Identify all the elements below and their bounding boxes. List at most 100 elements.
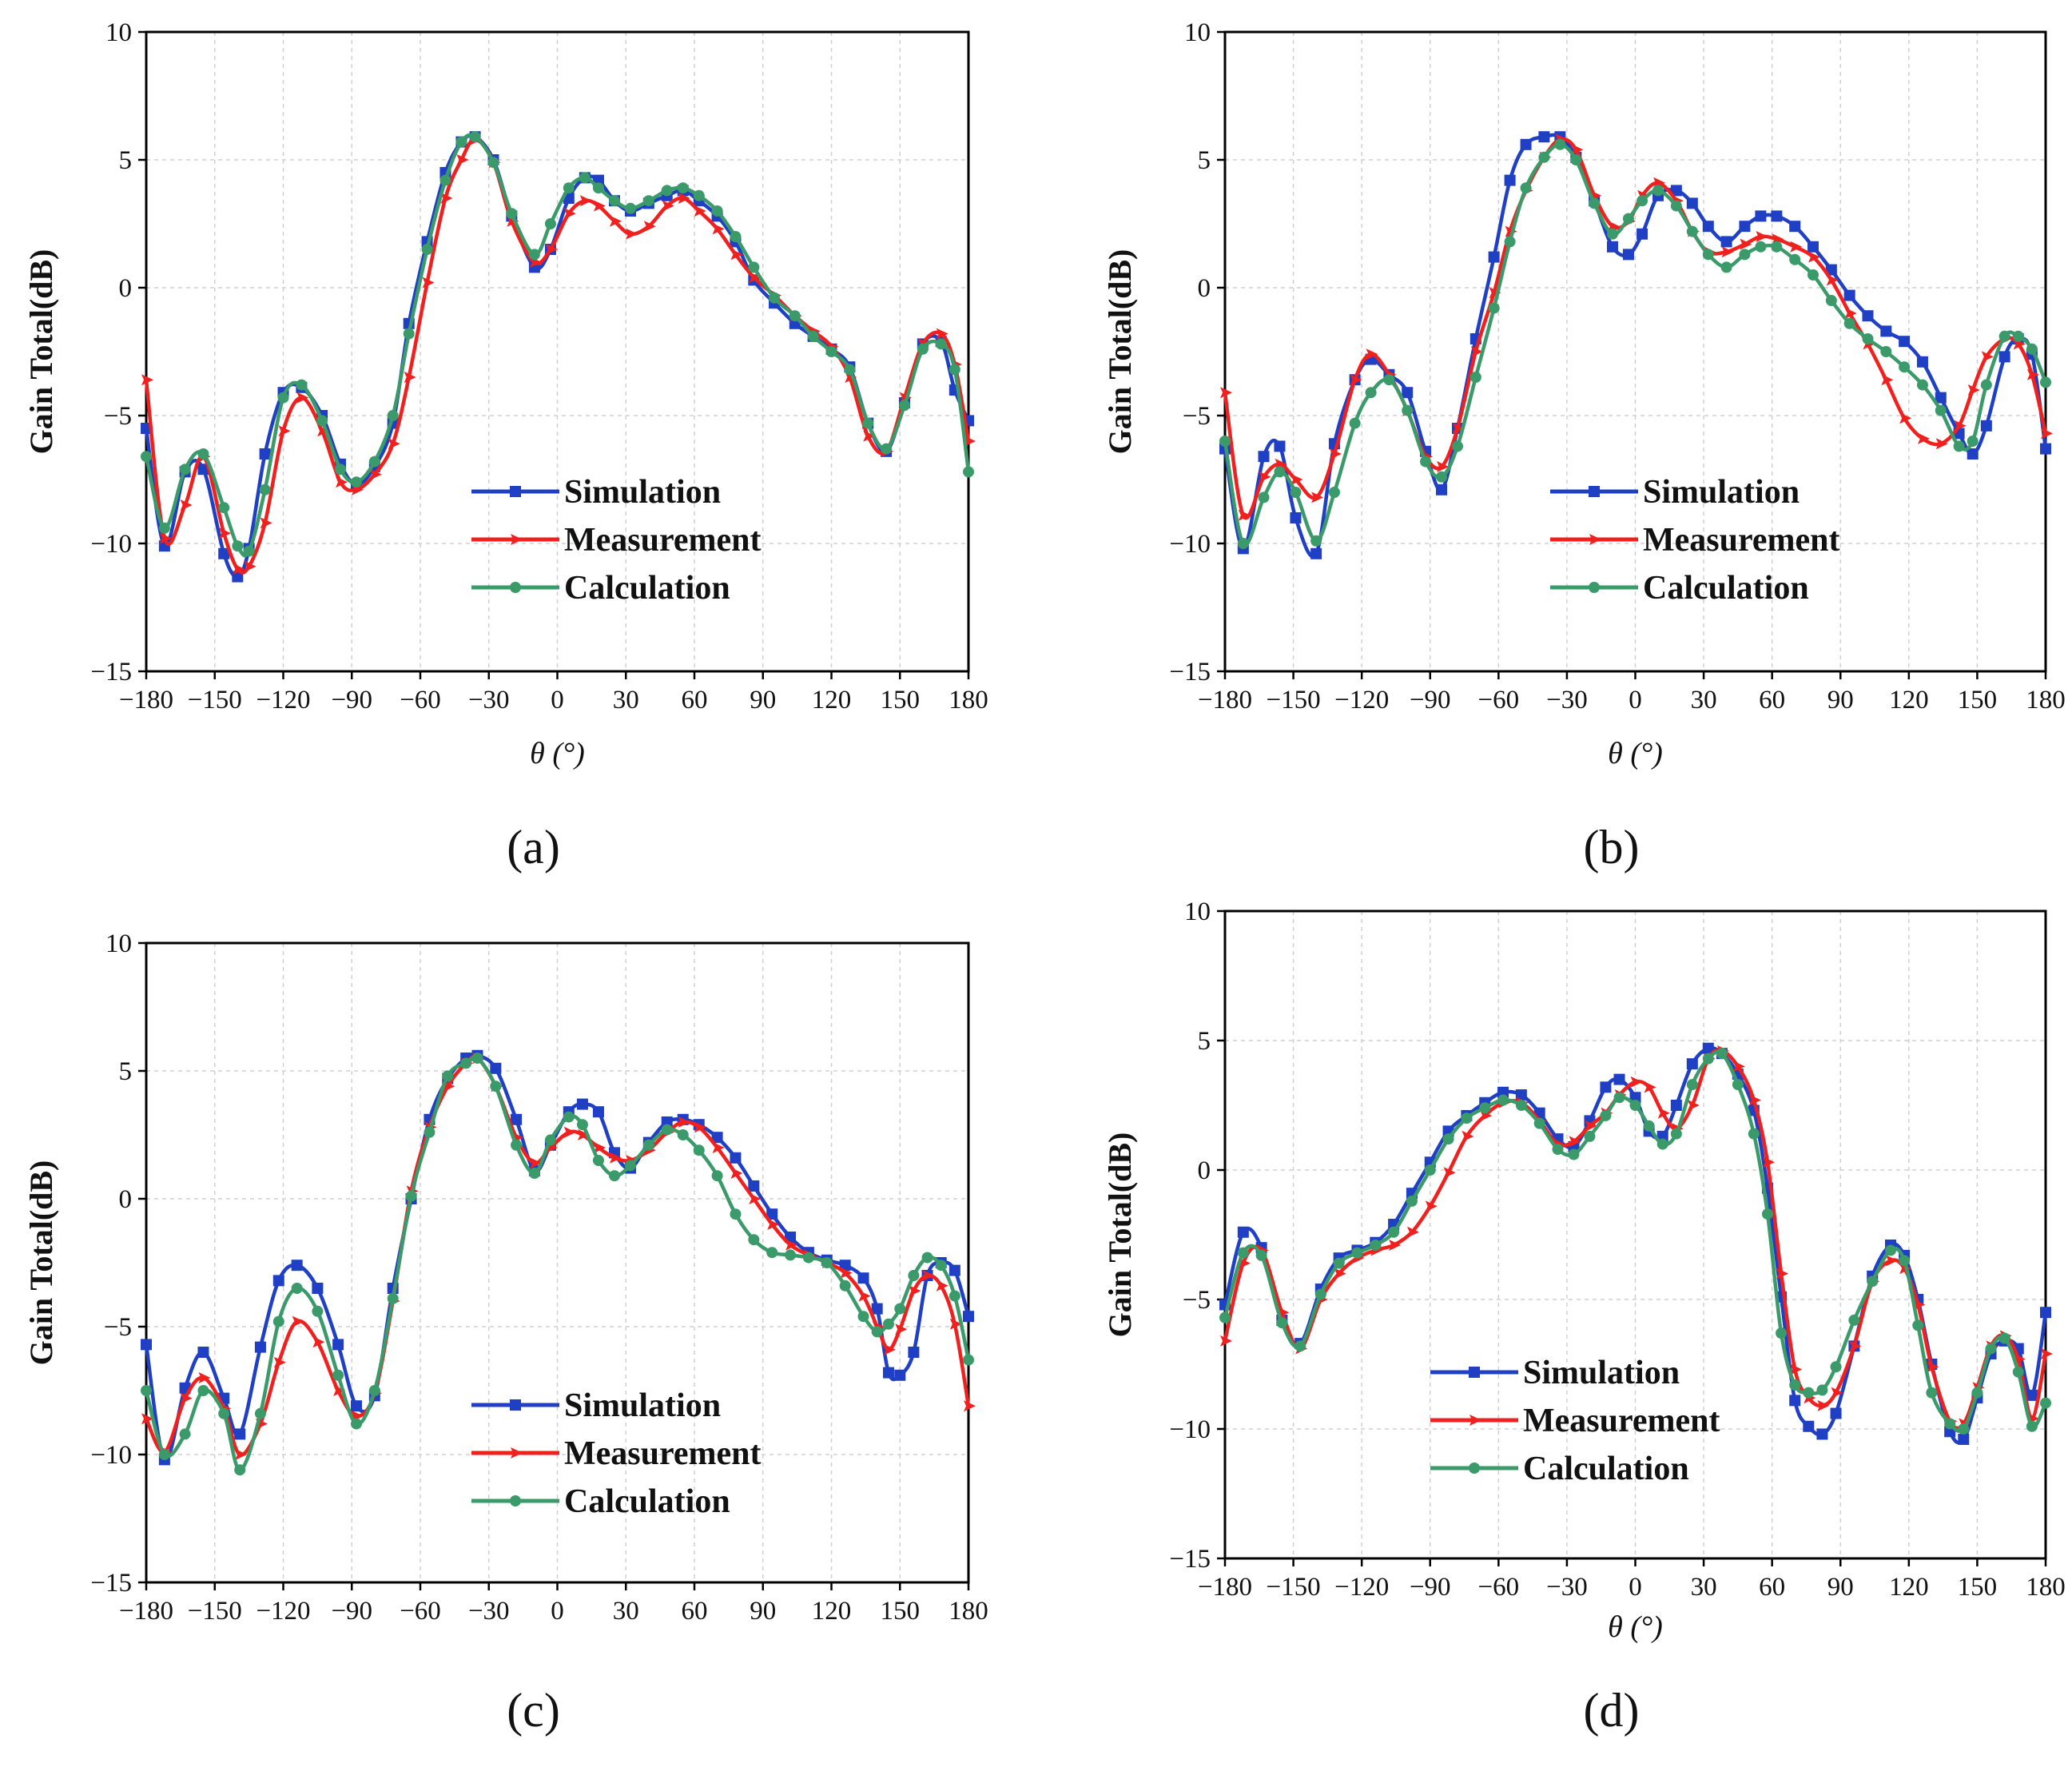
data-point — [1600, 1109, 1612, 1121]
data-point — [871, 1303, 883, 1315]
x-tick-label: 90 — [750, 686, 776, 714]
panel-label: (b) — [1584, 821, 1640, 874]
data-point — [963, 1311, 974, 1323]
data-point — [1442, 1133, 1454, 1145]
data-point — [1935, 404, 1947, 416]
data-point — [1629, 1092, 1641, 1104]
data-point — [1867, 1276, 1879, 1287]
data-point — [544, 1134, 556, 1146]
y-axis-label: Gain Total(dB) — [1102, 249, 1138, 455]
data-point — [769, 292, 781, 304]
x-tick-label: 0 — [551, 686, 564, 714]
data-point — [180, 1392, 193, 1404]
data-point — [1944, 1418, 1956, 1430]
data-point — [511, 1113, 523, 1125]
legend-entry: Measurement — [1523, 1403, 1720, 1439]
data-point — [1880, 325, 1892, 337]
data-point — [807, 330, 819, 342]
x-tick-label: 120 — [1889, 686, 1929, 714]
y-tick-label: 5 — [119, 1057, 133, 1086]
data-point — [1219, 1311, 1231, 1323]
legend-marker — [1589, 486, 1600, 497]
y-tick-label: −15 — [90, 658, 132, 687]
x-tick-label: −150 — [188, 686, 242, 714]
data-point — [1295, 1340, 1306, 1352]
data-point — [1826, 274, 1839, 286]
data-point — [312, 1305, 324, 1317]
data-point — [506, 208, 518, 220]
data-point — [511, 1139, 523, 1151]
data-point — [141, 1413, 153, 1425]
data-point — [291, 1260, 303, 1272]
data-point — [254, 1341, 266, 1353]
data-point — [1686, 1058, 1698, 1070]
data-point — [335, 476, 348, 488]
data-point — [563, 1111, 575, 1123]
x-axis-label: θ (°) — [1608, 1610, 1663, 1644]
data-point — [2012, 1366, 2024, 1378]
data-point — [1817, 1399, 1830, 1411]
data-point — [1479, 1102, 1491, 1114]
data-point — [1687, 1100, 1700, 1111]
legend-entry: Calculation — [564, 1483, 730, 1520]
data-point — [471, 1053, 483, 1064]
x-tick-label: 180 — [949, 1597, 988, 1626]
data-point — [1670, 1100, 1682, 1111]
data-point — [332, 1339, 344, 1351]
legend-entry: Calculation — [1643, 570, 1809, 607]
data-point — [1629, 1100, 1641, 1111]
y-tick-label: −15 — [1169, 1545, 1211, 1574]
series-calculation — [1219, 1048, 2051, 1435]
data-point — [1967, 384, 1980, 396]
data-point — [1926, 1387, 1938, 1399]
data-point — [218, 1407, 230, 1419]
data-point — [1848, 1314, 1860, 1326]
x-tick-label: 30 — [1691, 686, 1717, 714]
y-tick-label: −10 — [90, 530, 132, 559]
series-calculation — [141, 1053, 974, 1476]
data-point — [662, 200, 674, 212]
data-point — [592, 1155, 604, 1166]
data-point — [2012, 330, 2024, 342]
data-point — [767, 1219, 780, 1230]
x-tick-label: 90 — [1827, 686, 1854, 714]
data-point — [712, 223, 725, 235]
data-point — [1568, 1148, 1580, 1160]
legend-entry: Measurement — [564, 1435, 761, 1472]
data-point — [1790, 241, 1803, 253]
data-point — [1670, 185, 1682, 197]
data-point — [1637, 228, 1648, 240]
data-point — [1504, 236, 1516, 248]
data-point — [1927, 1361, 1939, 1373]
data-point — [235, 1449, 248, 1460]
data-point — [273, 1356, 286, 1368]
data-point — [1311, 492, 1324, 503]
data-point — [1967, 436, 1979, 447]
data-point — [1657, 1107, 1670, 1119]
data-point — [1220, 387, 1232, 399]
data-point — [609, 1152, 622, 1164]
data-point — [909, 1285, 921, 1297]
data-point — [1789, 221, 1801, 233]
data-point — [1584, 1130, 1596, 1142]
y-tick-label: −10 — [90, 1441, 132, 1470]
data-point — [292, 1315, 304, 1327]
x-tick-label: −90 — [331, 686, 372, 714]
x-tick-label: −30 — [1546, 1573, 1588, 1602]
x-tick-label: −30 — [468, 1597, 510, 1626]
legend-marker — [510, 1495, 521, 1506]
data-point — [1606, 228, 1618, 240]
data-point — [917, 343, 929, 355]
data-point — [1816, 1428, 1828, 1440]
data-point — [1720, 236, 1732, 248]
y-tick-label: −10 — [1169, 1415, 1211, 1444]
data-point — [404, 372, 416, 383]
x-tick-label: 90 — [1827, 1573, 1854, 1602]
data-point — [1656, 1130, 1668, 1142]
legend-entry: Calculation — [1523, 1451, 1689, 1487]
data-point — [243, 545, 255, 557]
data-point — [1985, 1343, 1997, 1355]
data-point — [1843, 317, 1855, 329]
legend: Simulation Measurement Calculation — [1550, 474, 1839, 607]
x-tick-label: −150 — [188, 1597, 242, 1626]
